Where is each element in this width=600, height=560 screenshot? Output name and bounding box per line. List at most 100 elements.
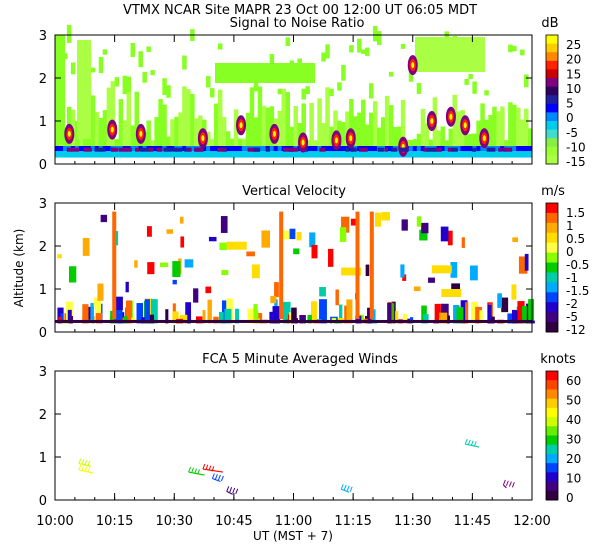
snr-cell (142, 151, 147, 158)
colorbar-swatch (546, 138, 558, 148)
snr-cell (70, 151, 76, 158)
winds-colorbar: 60 50 40 30 20 10 0 (545, 370, 581, 505)
snr-cell (126, 151, 132, 158)
snr-cell (365, 47, 370, 56)
snr-cell (456, 111, 461, 146)
snr-cell (186, 151, 191, 158)
velocity-cell (67, 309, 72, 324)
snr-cell (329, 126, 334, 146)
colorbar-frame (545, 34, 559, 165)
velocity-cell (274, 282, 279, 298)
snr-cell (178, 151, 183, 158)
snr-cell (424, 151, 430, 158)
colorbar-label: 15 (566, 67, 581, 81)
snr-cell (486, 147, 496, 152)
colorbar-swatch (546, 129, 558, 139)
wind-barb-flag (343, 484, 347, 491)
wind-barb-flag (473, 441, 477, 447)
wind-barb (78, 469, 93, 474)
velocity-cell (97, 283, 104, 301)
snr-cell (139, 147, 144, 152)
colorbar-label: -12 (566, 323, 586, 337)
snr-cell (142, 147, 151, 152)
snr-cell (361, 151, 366, 158)
velocity-cell (60, 313, 64, 324)
snr-cell (217, 151, 223, 158)
snr-cell (110, 126, 114, 133)
velocity-cell (335, 289, 339, 306)
snr-cell (520, 145, 525, 152)
colorbar-swatch (546, 407, 558, 418)
snr-cell (432, 147, 436, 152)
snr-cell (66, 151, 72, 158)
snr-cell (357, 38, 362, 53)
velocity-cell (350, 218, 356, 226)
snr-cell (319, 147, 326, 152)
velocity-cell (293, 248, 300, 255)
snr-cell (502, 147, 507, 152)
snr-cell (233, 145, 239, 152)
snr-cell (293, 106, 298, 146)
snr-cell (269, 151, 275, 158)
velocity-cell (57, 307, 64, 324)
snr-cell (337, 145, 342, 152)
velocity-cell (369, 211, 374, 320)
snr-cell (249, 151, 255, 158)
snr-cell (110, 147, 119, 152)
velocity-cell (461, 237, 465, 248)
velocity-cell (205, 286, 212, 294)
snr-cell (528, 128, 533, 146)
snr-cell (102, 49, 108, 55)
snr-cell (285, 92, 291, 146)
snr-cell (237, 151, 243, 158)
snr-cell (325, 145, 330, 152)
snr-cell (376, 31, 382, 45)
snr-cell (500, 106, 505, 146)
colorbar-swatch (546, 453, 558, 464)
velocity-cell (341, 267, 362, 276)
snr-cell (154, 151, 159, 158)
snr-cell (62, 151, 68, 158)
wind-barb-flag (78, 464, 82, 471)
snr-cell (325, 44, 330, 59)
snr-cell (261, 105, 267, 146)
colorbar-label: 1 (566, 219, 574, 233)
snr-cell (289, 126, 294, 146)
wind-barb-flag (226, 486, 230, 492)
snr-cell (412, 145, 418, 152)
wind-barb-flag (208, 465, 212, 471)
velocity-cell (193, 288, 199, 303)
wind-barb-flag (84, 466, 88, 472)
velocity-cell (279, 211, 284, 320)
snr-cell (377, 147, 384, 152)
velocity-cell (453, 305, 460, 324)
velocity-cell (475, 306, 482, 324)
colorbar-label: 50 (566, 394, 581, 408)
wind-barbs (78, 438, 515, 495)
snr-cell (277, 145, 283, 152)
velocity-cell (328, 248, 334, 267)
snr-cell (90, 95, 96, 146)
snr-cell (78, 151, 84, 158)
colorbar-label: -10 (566, 140, 586, 154)
snr-cell (373, 145, 378, 152)
snr-cell (138, 51, 143, 68)
velocity-cell (172, 311, 179, 324)
snr-cell (62, 53, 68, 60)
snr-cell (110, 151, 116, 158)
snr-cell (86, 151, 92, 158)
colorbar-swatch (546, 272, 558, 283)
snr-cell (451, 147, 458, 152)
snr-cell (321, 52, 326, 62)
wind-barb-flag (197, 469, 201, 475)
snr-cell (309, 151, 314, 158)
colorbar-swatch (546, 35, 558, 45)
snr-cell (194, 151, 199, 158)
snr-cell (412, 151, 418, 158)
snr-cell (452, 151, 457, 158)
snr-cell (114, 151, 120, 158)
snr-cell (349, 151, 354, 158)
snr-cell (221, 117, 227, 146)
snr-cell (345, 111, 350, 146)
